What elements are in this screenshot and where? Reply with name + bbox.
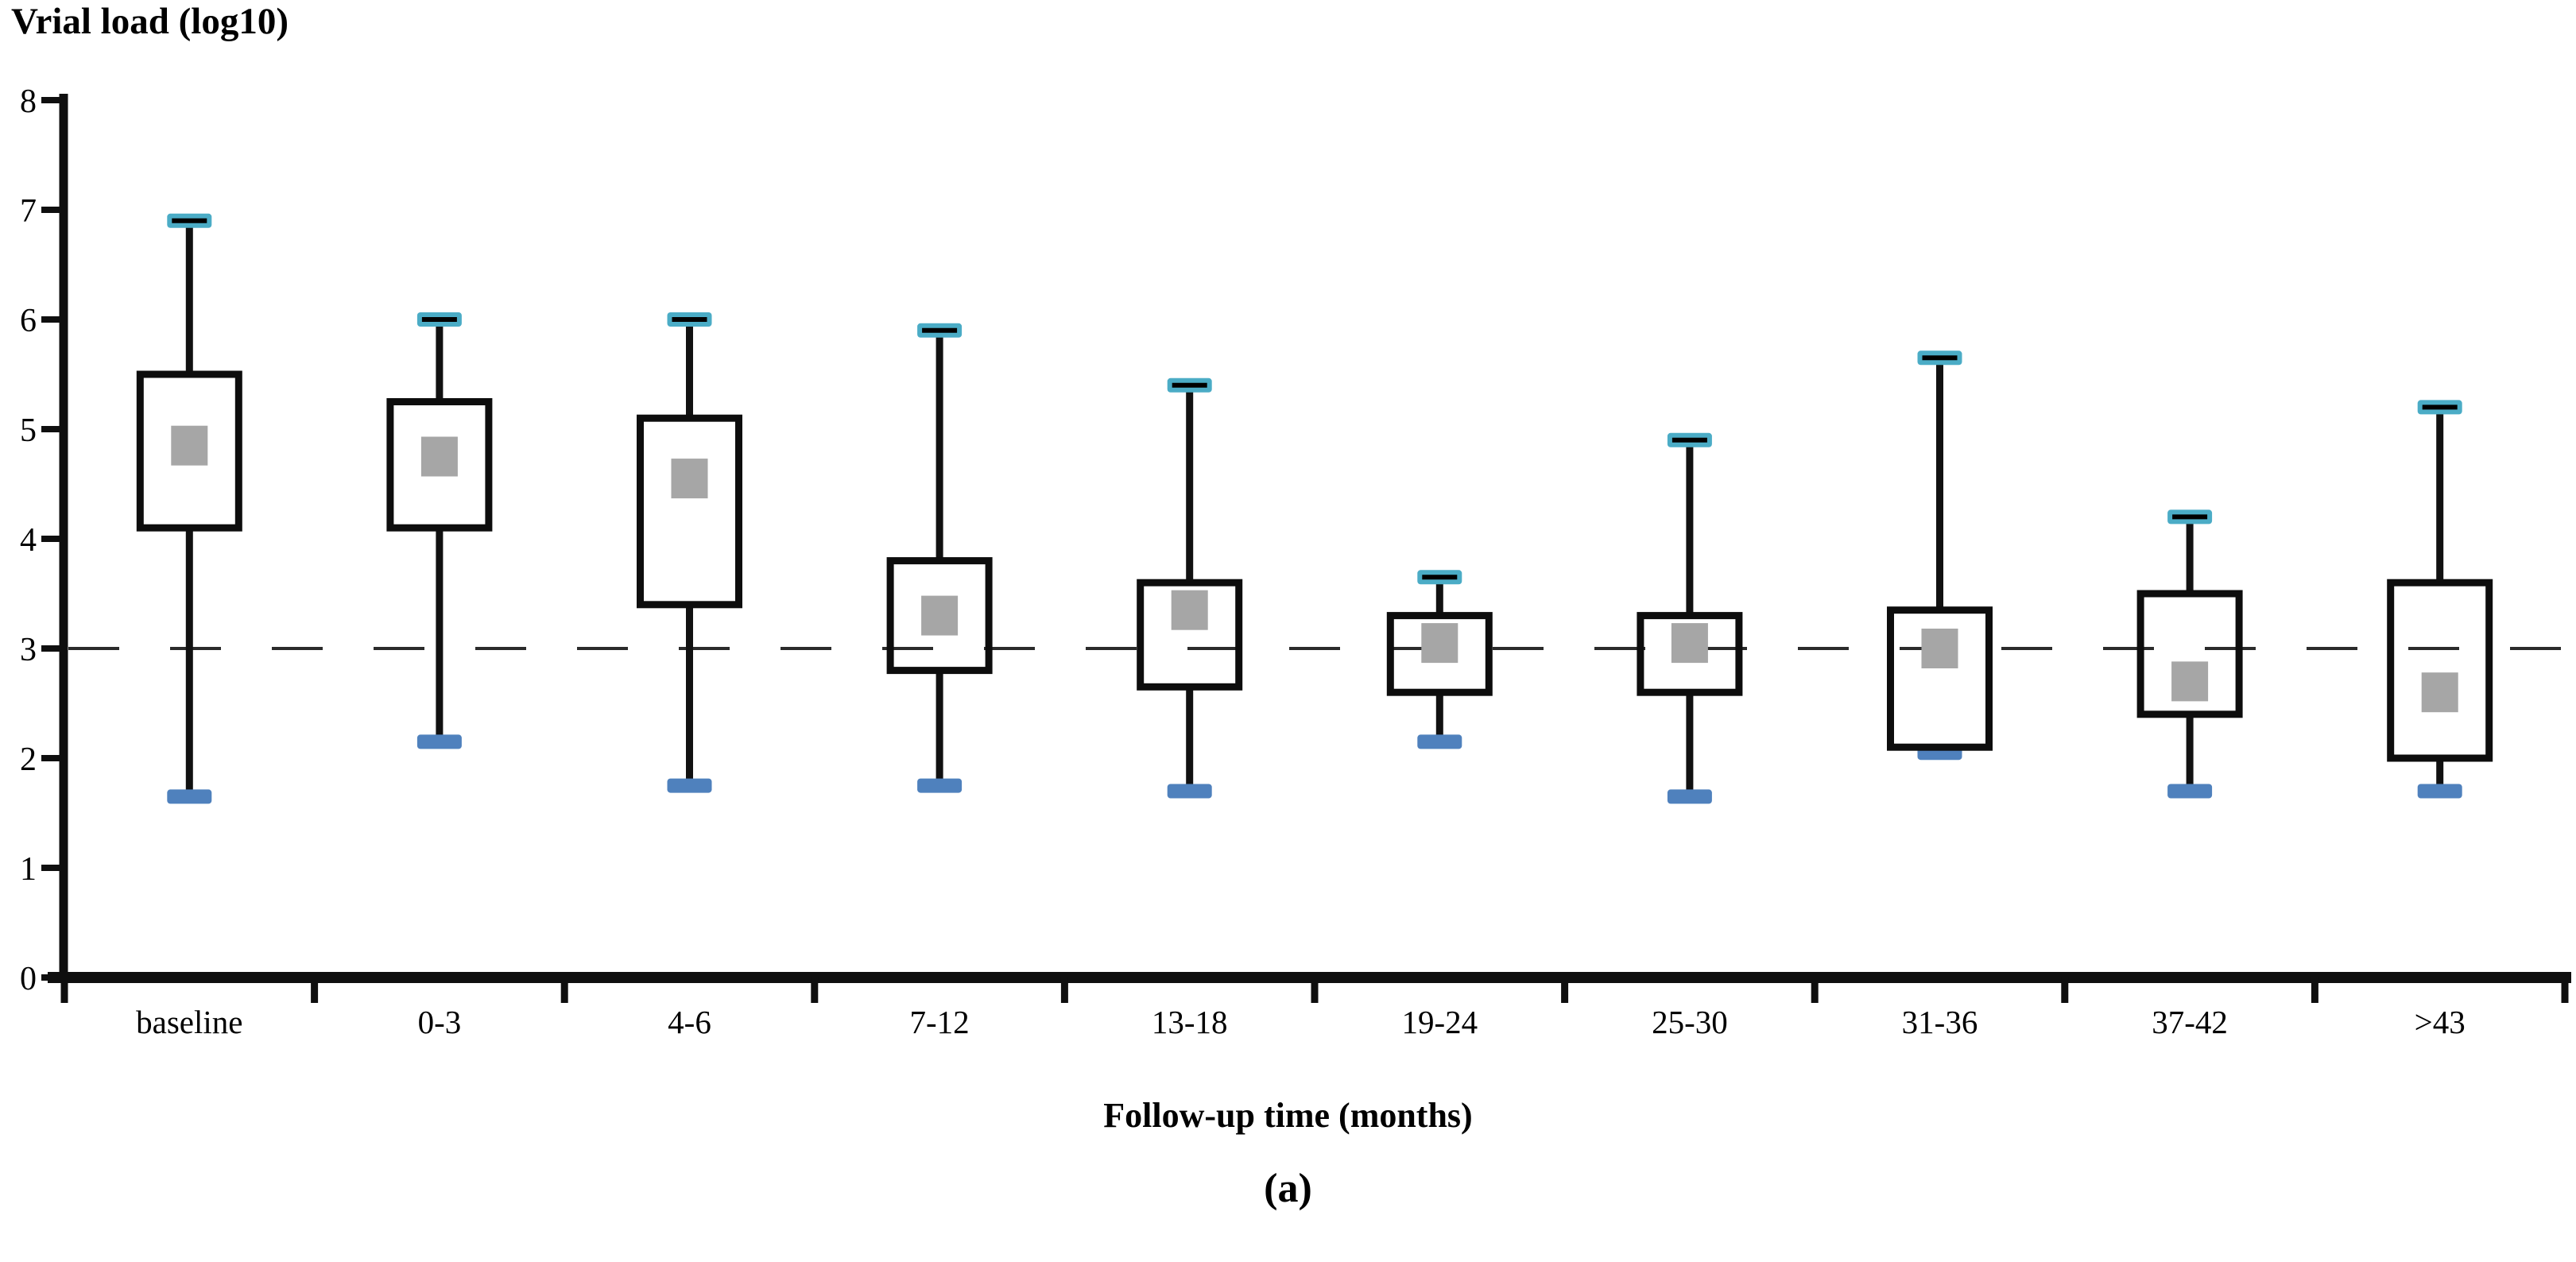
whisker-bottom-cap — [2417, 784, 2462, 799]
box-iqr — [2136, 590, 2243, 718]
boxplot-31-36 — [1887, 350, 1993, 761]
box-iqr — [2387, 579, 2493, 762]
boxplot-7-12 — [886, 323, 993, 793]
mean-marker — [171, 425, 208, 466]
boxplot-13-18 — [1137, 377, 1243, 799]
mean-marker — [2171, 661, 2209, 702]
y-tick-label-6: 6 — [20, 303, 37, 339]
mean-marker — [1171, 590, 1208, 630]
x-category-label-6: 25-30 — [1652, 1004, 1728, 1040]
x-category-label-2: 4-6 — [668, 1004, 711, 1040]
box-iqr — [1637, 612, 1743, 696]
y-tick-label-8: 8 — [20, 83, 37, 120]
mean-marker — [1421, 623, 1458, 664]
box-iqr — [386, 398, 493, 532]
y-axis-title: Vrial load (log10) — [11, 1, 289, 42]
x-category-label-3: 7-12 — [910, 1004, 970, 1040]
box-iqr — [136, 370, 242, 532]
x-category-label-9: >43 — [2415, 1004, 2466, 1040]
box-iqr — [637, 414, 742, 609]
mean-marker — [1921, 629, 1958, 668]
y-tick-label-2: 2 — [20, 741, 37, 778]
boxplot-0-3 — [386, 312, 493, 749]
y-tick-label-5: 5 — [20, 412, 37, 449]
boxplot-4-6 — [637, 312, 742, 793]
mean-marker — [921, 595, 959, 636]
mean-marker — [2421, 672, 2458, 713]
figure-caption: (a) — [1264, 1166, 1312, 1211]
whisker-bottom-cap — [2167, 784, 2213, 799]
x-axis-title: Follow-up time (months) — [1103, 1096, 1473, 1135]
mean-marker — [420, 436, 458, 477]
y-tick-label-7: 7 — [20, 193, 37, 230]
whisker-bottom-cap — [1167, 784, 1212, 799]
whisker-bottom-cap — [1667, 789, 1712, 804]
boxplot-baseline — [136, 213, 242, 804]
boxplot-37-42 — [2136, 509, 2243, 799]
x-category-label-4: 13-18 — [1152, 1004, 1228, 1040]
whisker-bottom-cap — [167, 789, 212, 804]
x-category-label-1: 0-3 — [418, 1004, 462, 1040]
whisker-bottom-cap — [416, 734, 462, 749]
box-iqr — [1887, 606, 1993, 751]
box-iqr — [1386, 612, 1493, 696]
mean-marker — [1671, 623, 1708, 664]
x-category-label-7: 31-36 — [1902, 1004, 1978, 1040]
y-tick-label-3: 3 — [20, 632, 37, 668]
box-iqr — [886, 557, 993, 675]
x-category-label-8: 37-42 — [2152, 1004, 2228, 1040]
box-iqr — [1137, 579, 1243, 691]
boxplot-19-24 — [1386, 570, 1493, 749]
y-tick-label-1: 1 — [20, 851, 37, 888]
whisker-bottom-cap — [667, 778, 712, 793]
boxplot-25-30 — [1637, 432, 1743, 804]
boxplot--43 — [2387, 400, 2493, 799]
whisker-bottom-cap — [1417, 734, 1462, 749]
whisker-bottom-cap — [917, 778, 963, 793]
x-category-label-0: baseline — [136, 1004, 242, 1040]
x-category-label-5: 19-24 — [1401, 1004, 1478, 1040]
mean-marker — [671, 459, 708, 499]
y-tick-label-0: 0 — [20, 961, 37, 997]
y-tick-label-4: 4 — [20, 522, 37, 559]
